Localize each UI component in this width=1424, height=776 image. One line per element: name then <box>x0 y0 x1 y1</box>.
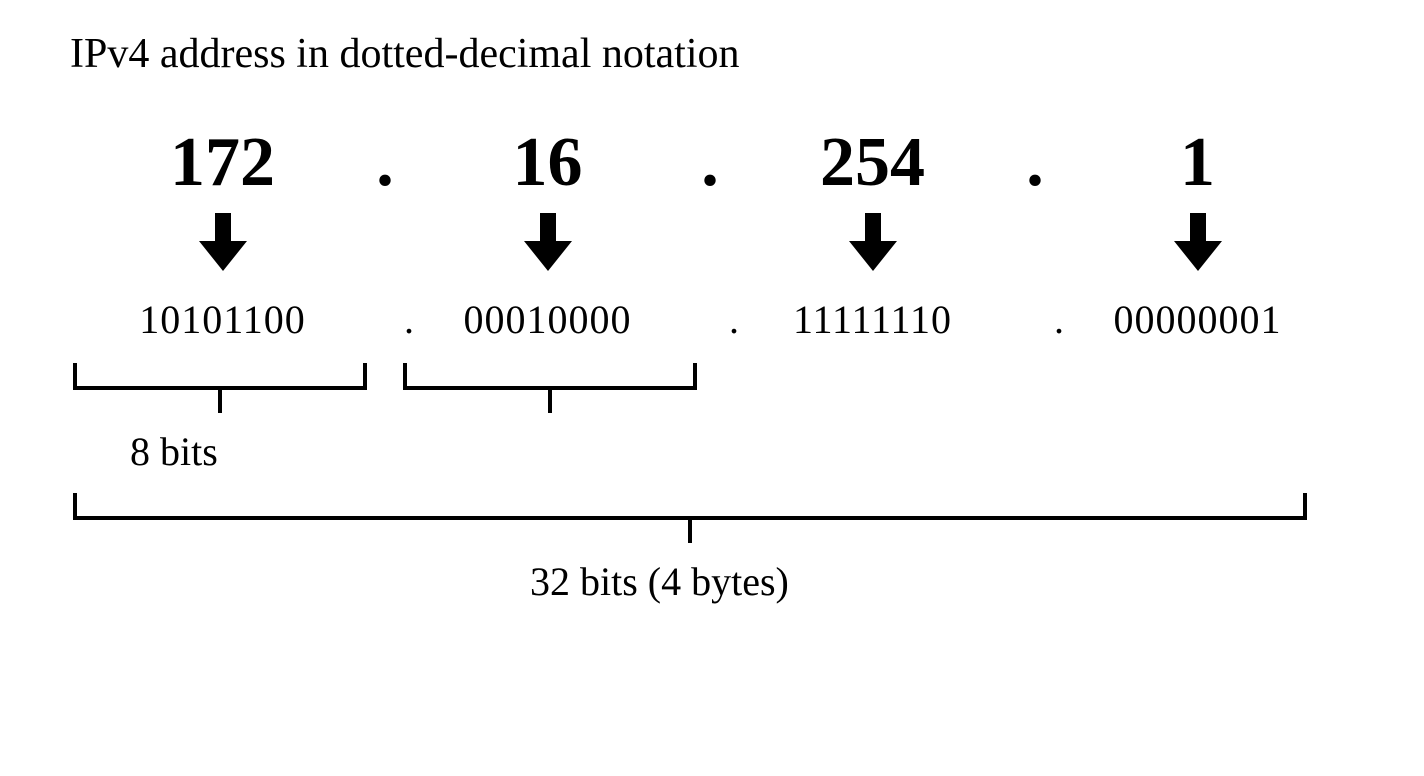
decimal-octet-1: 172 <box>170 128 275 198</box>
decimal-dot-3: . <box>1005 128 1065 198</box>
bracket-32bits <box>70 493 1310 548</box>
decimal-dot-1: . <box>355 128 415 198</box>
diagram-title: IPv4 address in dotted-decimal notation <box>70 30 1354 78</box>
decimal-octet-2: 16 <box>513 128 583 198</box>
decimal-octet-3: 254 <box>820 128 925 198</box>
decimal-dot-2: . <box>680 128 740 198</box>
binary-octet-2: 00010000 <box>464 296 632 343</box>
bracket-8bits-1 <box>70 363 370 418</box>
label-32-bits: 32 bits (4 bytes) <box>530 558 789 605</box>
down-arrow-icon <box>199 213 247 271</box>
label-8-bits: 8 bits <box>130 428 218 475</box>
decimal-octet-4: 1 <box>1180 128 1215 198</box>
binary-octet-1: 10101100 <box>139 296 306 343</box>
down-arrow-icon <box>1174 213 1222 271</box>
arrow-row <box>70 213 1354 271</box>
down-arrow-icon <box>524 213 572 271</box>
binary-octet-4: 00000001 <box>1114 296 1282 343</box>
binary-row: 10101100 . 00010000 . 11111110 . 0000000… <box>70 296 1354 343</box>
binary-octet-3: 11111110 <box>793 296 952 343</box>
bracket-container: 8 bits 32 bits (4 bytes) <box>70 363 1354 613</box>
down-arrow-icon <box>849 213 897 271</box>
binary-dot-3: . <box>1054 296 1065 343</box>
bracket-8bits-2 <box>400 363 700 418</box>
binary-dot-1: . <box>404 296 415 343</box>
decimal-row: 172 . 16 . 254 . 1 <box>70 128 1354 198</box>
binary-dot-2: . <box>729 296 740 343</box>
